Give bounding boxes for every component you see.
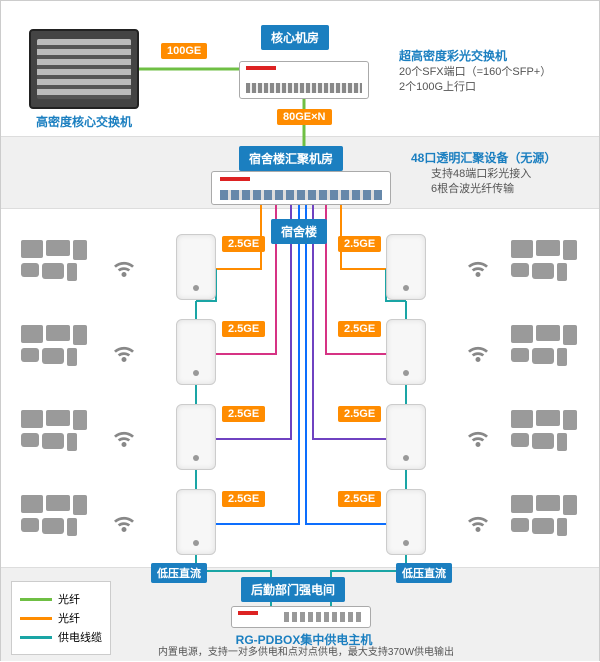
ap-right-2 — [386, 404, 426, 470]
agg-room-label: 宿舍楼汇聚机房 — [239, 146, 343, 171]
link-25ge-badge-right-0: 2.5GE — [338, 236, 381, 252]
client-devices-right-1 — [511, 325, 581, 383]
power-badge-right: 低压直流 — [396, 563, 452, 583]
link-80ge-badge: 80GE×N — [277, 109, 332, 125]
client-devices-left-1 — [21, 325, 91, 383]
optic-switch-spec1: 20个SFX端口（=160个SFP+） — [399, 66, 551, 78]
link-25ge-badge-right-2: 2.5GE — [338, 406, 381, 422]
legend-fiber-green-label: 光纤 — [58, 591, 80, 607]
wifi-icon-left-3 — [109, 507, 139, 537]
power-badge-left: 低压直流 — [151, 563, 207, 583]
link-25ge-badge-left-1: 2.5GE — [222, 321, 265, 337]
wifi-icon-left-0 — [109, 252, 139, 282]
core-room-label: 核心机房 — [261, 25, 329, 50]
client-devices-right-2 — [511, 410, 581, 468]
legend-fiber-orange: 光纤 — [20, 610, 102, 626]
agg-device-spec: 支持48端口彩光接入 6根合波光纤传输 — [431, 167, 600, 198]
pdbox-device — [231, 606, 371, 628]
power-room-label: 后勤部门强电间 — [241, 577, 345, 602]
ap-right-1 — [386, 319, 426, 385]
wifi-icon-left-2 — [109, 422, 139, 452]
network-diagram: 核心机房 宿舍楼汇聚机房 宿舍楼 后勤部门强电间 高密度核心交换机 100GE … — [0, 0, 600, 661]
wifi-icon-right-3 — [463, 507, 493, 537]
client-devices-left-2 — [21, 410, 91, 468]
optic-switch-device — [239, 61, 369, 99]
wifi-icon-left-1 — [109, 337, 139, 367]
legend-power-label: 供电线缆 — [58, 629, 102, 645]
legend-box: 光纤 光纤 供电线缆 — [11, 581, 111, 655]
core-switch-caption: 高密度核心交换机 — [19, 113, 149, 130]
wifi-icon-right-2 — [463, 422, 493, 452]
wifi-icon-right-1 — [463, 337, 493, 367]
ap-left-1 — [176, 319, 216, 385]
client-devices-right-3 — [511, 495, 581, 553]
link-25ge-badge-right-1: 2.5GE — [338, 321, 381, 337]
client-devices-right-0 — [511, 240, 581, 298]
client-devices-left-0 — [21, 240, 91, 298]
link-100ge-badge: 100GE — [161, 43, 207, 59]
optic-switch-spec: 20个SFX端口（=160个SFP+） 2个100G上行口 — [399, 65, 589, 96]
core-switch-device — [29, 29, 139, 109]
agg-device-spec2: 6根合波光纤传输 — [431, 183, 514, 195]
agg-device-title: 48口透明汇聚设备（无源） — [411, 149, 556, 166]
link-25ge-badge-left-3: 2.5GE — [222, 491, 265, 507]
link-25ge-badge-left-2: 2.5GE — [222, 406, 265, 422]
ap-left-0 — [176, 234, 216, 300]
legend-fiber-orange-label: 光纤 — [58, 610, 80, 626]
agg-device-spec1: 支持48端口彩光接入 — [431, 168, 531, 180]
wifi-icon-right-0 — [463, 252, 493, 282]
link-25ge-badge-left-0: 2.5GE — [222, 236, 265, 252]
optic-switch-spec2: 2个100G上行口 — [399, 81, 476, 93]
ap-right-3 — [386, 489, 426, 555]
legend-power: 供电线缆 — [20, 629, 102, 645]
ap-right-0 — [386, 234, 426, 300]
ap-left-2 — [176, 404, 216, 470]
ap-left-3 — [176, 489, 216, 555]
agg-device — [211, 171, 391, 205]
link-25ge-badge-right-3: 2.5GE — [338, 491, 381, 507]
pdbox-desc: 内置电源，支持一对多供电和点对点供电，最大支持370W供电输出 — [151, 646, 461, 660]
optic-switch-title: 超高密度彩光交换机 — [399, 47, 507, 64]
client-devices-left-3 — [21, 495, 91, 553]
legend-fiber-green: 光纤 — [20, 591, 102, 607]
dorm-label: 宿舍楼 — [271, 219, 327, 244]
